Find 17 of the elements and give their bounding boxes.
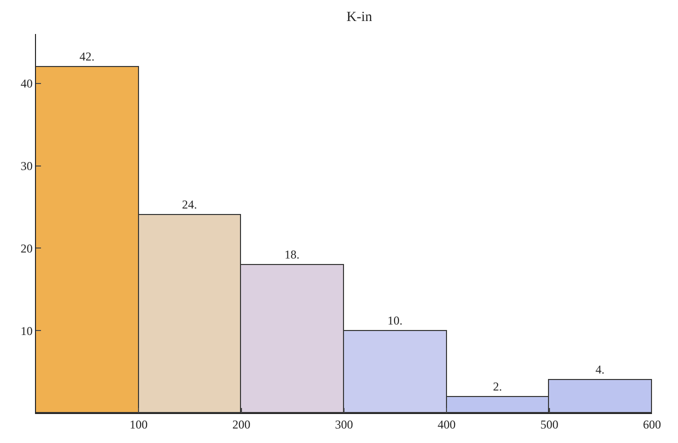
data-label: 2. (493, 380, 502, 394)
y-tick-label: 40 (20, 76, 33, 91)
x-tick-label: 200 (232, 417, 250, 432)
x-tick-label: 500 (540, 417, 558, 432)
y-tick-label: 20 (20, 241, 33, 256)
data-label: 10. (388, 314, 402, 328)
x-tick-label: 300 (335, 417, 353, 432)
x-tick-label: 600 (643, 417, 661, 432)
data-label: 18. (284, 248, 300, 262)
y-tick-label: 30 (20, 159, 33, 174)
x-tick-label: 400 (438, 417, 456, 432)
x-tick-label: 100 (130, 417, 148, 432)
chart-title: K-in (346, 10, 372, 25)
data-label: 4. (596, 362, 604, 376)
data-label: 24. (182, 198, 197, 212)
data-label: 42. (80, 50, 94, 64)
y-tick-label: 10 (20, 324, 33, 338)
